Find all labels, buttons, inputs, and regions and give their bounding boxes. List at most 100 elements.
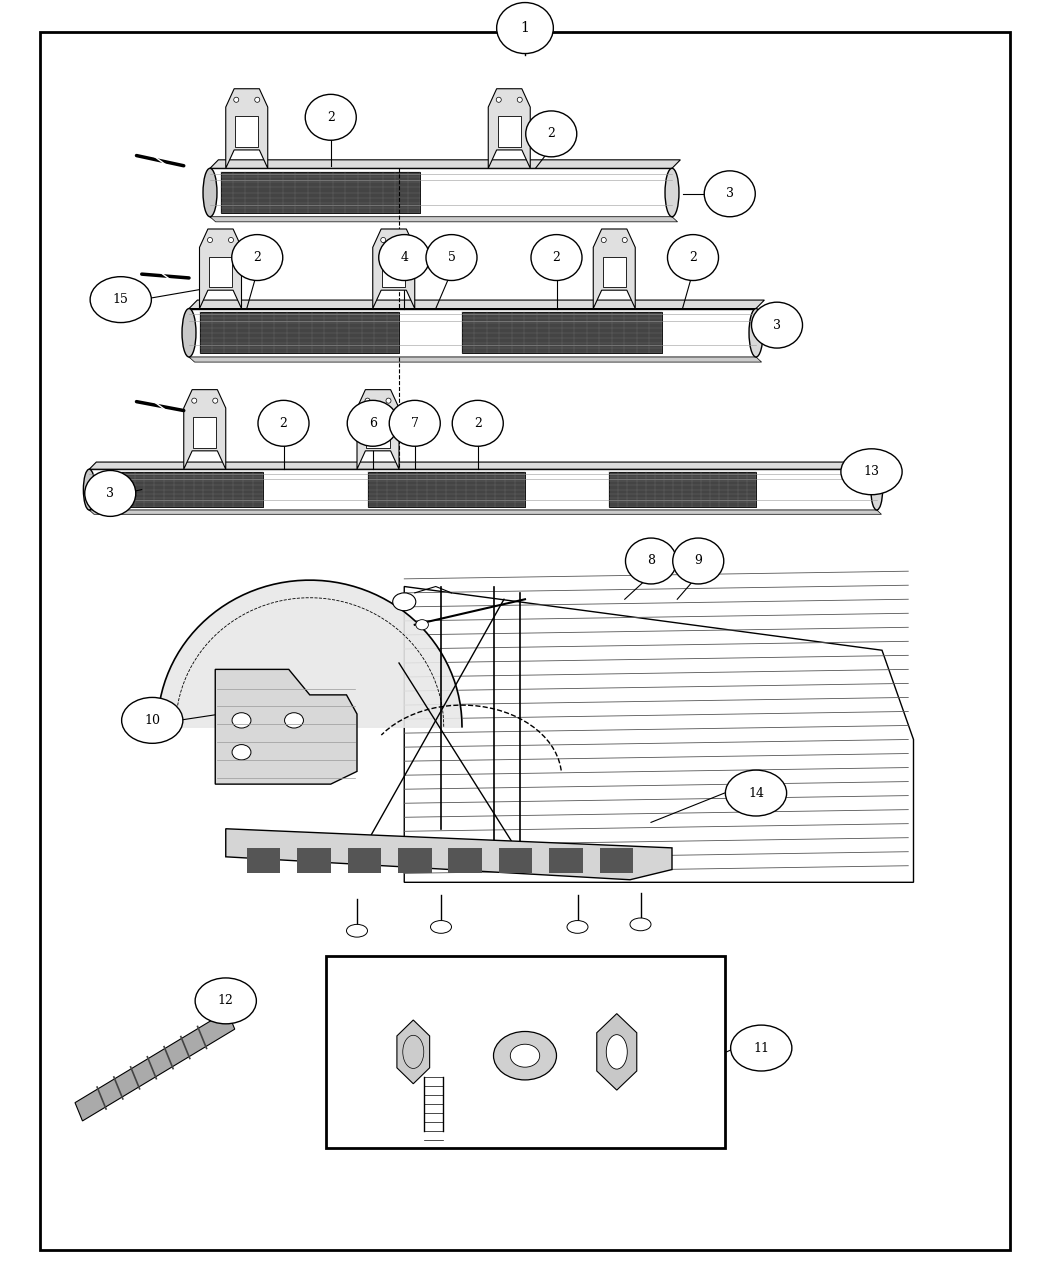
Polygon shape — [226, 829, 672, 880]
Ellipse shape — [841, 449, 902, 495]
Polygon shape — [89, 462, 884, 469]
Bar — [600, 848, 633, 873]
Text: 8: 8 — [647, 555, 655, 567]
Ellipse shape — [122, 697, 183, 743]
Ellipse shape — [870, 469, 883, 510]
Ellipse shape — [665, 168, 679, 217]
Bar — [366, 417, 390, 448]
Polygon shape — [593, 230, 635, 309]
Ellipse shape — [255, 97, 259, 102]
Ellipse shape — [192, 398, 196, 403]
Ellipse shape — [726, 770, 786, 816]
Ellipse shape — [630, 918, 651, 931]
Ellipse shape — [232, 713, 251, 728]
Bar — [448, 848, 482, 873]
Bar — [498, 116, 521, 147]
Ellipse shape — [626, 538, 676, 584]
Text: 13: 13 — [863, 465, 880, 478]
Ellipse shape — [567, 921, 588, 933]
Bar — [220, 172, 420, 213]
Ellipse shape — [731, 1025, 792, 1071]
Text: 2: 2 — [689, 251, 697, 264]
Bar — [382, 256, 405, 287]
Ellipse shape — [386, 398, 391, 403]
Ellipse shape — [285, 713, 303, 728]
Bar — [549, 848, 583, 873]
Polygon shape — [89, 510, 881, 514]
Bar — [348, 848, 381, 873]
Ellipse shape — [203, 168, 217, 217]
Text: 2: 2 — [552, 251, 561, 264]
Text: 6: 6 — [369, 417, 377, 430]
Bar — [499, 848, 532, 873]
Ellipse shape — [453, 400, 503, 446]
Ellipse shape — [494, 1031, 556, 1080]
Ellipse shape — [518, 97, 522, 102]
Ellipse shape — [381, 237, 385, 242]
Ellipse shape — [673, 538, 723, 584]
Text: 2: 2 — [474, 417, 482, 430]
Text: 1: 1 — [521, 22, 529, 34]
Ellipse shape — [348, 400, 398, 446]
Ellipse shape — [402, 237, 406, 242]
Ellipse shape — [510, 1044, 540, 1067]
Ellipse shape — [393, 593, 416, 611]
Text: 7: 7 — [411, 417, 419, 430]
Ellipse shape — [232, 235, 282, 280]
Polygon shape — [189, 357, 761, 362]
Text: 2: 2 — [279, 417, 288, 430]
Polygon shape — [210, 159, 680, 168]
Text: 10: 10 — [144, 714, 161, 727]
Text: 2: 2 — [253, 251, 261, 264]
Ellipse shape — [668, 235, 718, 280]
Ellipse shape — [229, 237, 233, 242]
Ellipse shape — [606, 1035, 627, 1068]
Ellipse shape — [379, 235, 429, 280]
Text: 2: 2 — [327, 111, 335, 124]
Ellipse shape — [623, 237, 627, 242]
Polygon shape — [357, 390, 399, 469]
Ellipse shape — [234, 97, 238, 102]
Polygon shape — [397, 1020, 429, 1084]
Bar — [193, 417, 216, 448]
Ellipse shape — [216, 997, 246, 1023]
Polygon shape — [215, 669, 357, 784]
Text: 5: 5 — [447, 251, 456, 264]
Bar — [105, 473, 262, 506]
Ellipse shape — [749, 309, 763, 357]
Text: 12: 12 — [217, 994, 234, 1007]
Polygon shape — [596, 1014, 636, 1090]
Ellipse shape — [705, 171, 755, 217]
Bar — [235, 116, 258, 147]
Ellipse shape — [497, 97, 501, 102]
Text: 3: 3 — [106, 487, 114, 500]
Polygon shape — [75, 1011, 235, 1121]
Ellipse shape — [602, 237, 606, 242]
Ellipse shape — [426, 235, 477, 280]
Bar — [200, 312, 399, 353]
Ellipse shape — [416, 620, 428, 630]
Polygon shape — [488, 89, 530, 168]
Ellipse shape — [526, 111, 576, 157]
Text: 3: 3 — [726, 187, 734, 200]
Ellipse shape — [365, 398, 370, 403]
Polygon shape — [373, 230, 415, 309]
Bar — [603, 256, 626, 287]
Ellipse shape — [90, 277, 151, 323]
Ellipse shape — [258, 400, 309, 446]
Bar — [247, 848, 280, 873]
Polygon shape — [210, 217, 677, 222]
Bar — [189, 309, 756, 357]
Bar — [398, 848, 432, 873]
Ellipse shape — [232, 745, 251, 760]
Ellipse shape — [430, 921, 452, 933]
Ellipse shape — [497, 3, 553, 54]
Polygon shape — [226, 89, 268, 168]
Polygon shape — [189, 300, 764, 309]
Ellipse shape — [390, 400, 440, 446]
Text: 14: 14 — [748, 787, 764, 799]
Ellipse shape — [213, 398, 217, 403]
Ellipse shape — [531, 235, 582, 280]
Ellipse shape — [752, 302, 802, 348]
Bar — [297, 848, 331, 873]
